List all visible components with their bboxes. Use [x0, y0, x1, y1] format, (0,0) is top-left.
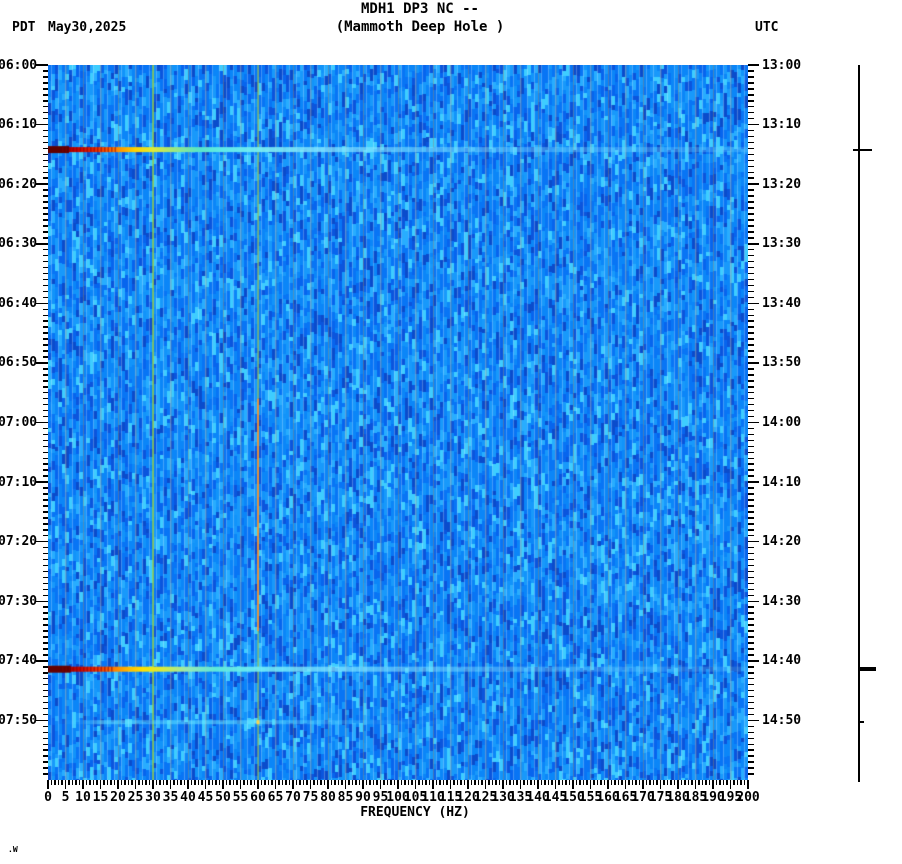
- date-label: May30,2025: [48, 20, 127, 35]
- marker-bar-line: [858, 65, 860, 782]
- corner-mark: .W: [8, 845, 18, 854]
- marker-event-tick-small: [857, 721, 864, 724]
- page-subtitle: (Mammoth Deep Hole ): [335, 19, 505, 35]
- timezone-left-label: PDT: [12, 20, 36, 35]
- marker-event-tick-bold: [857, 667, 876, 671]
- x-axis-title: FREQUENCY (HZ): [360, 805, 470, 820]
- marker-event-tick: [853, 148, 872, 151]
- page-title: MDH1 DP3 NC --: [360, 1, 479, 17]
- spectrogram-plot: [48, 65, 748, 780]
- timezone-right-label: UTC: [755, 20, 779, 35]
- spectrogram-canvas: [48, 65, 748, 780]
